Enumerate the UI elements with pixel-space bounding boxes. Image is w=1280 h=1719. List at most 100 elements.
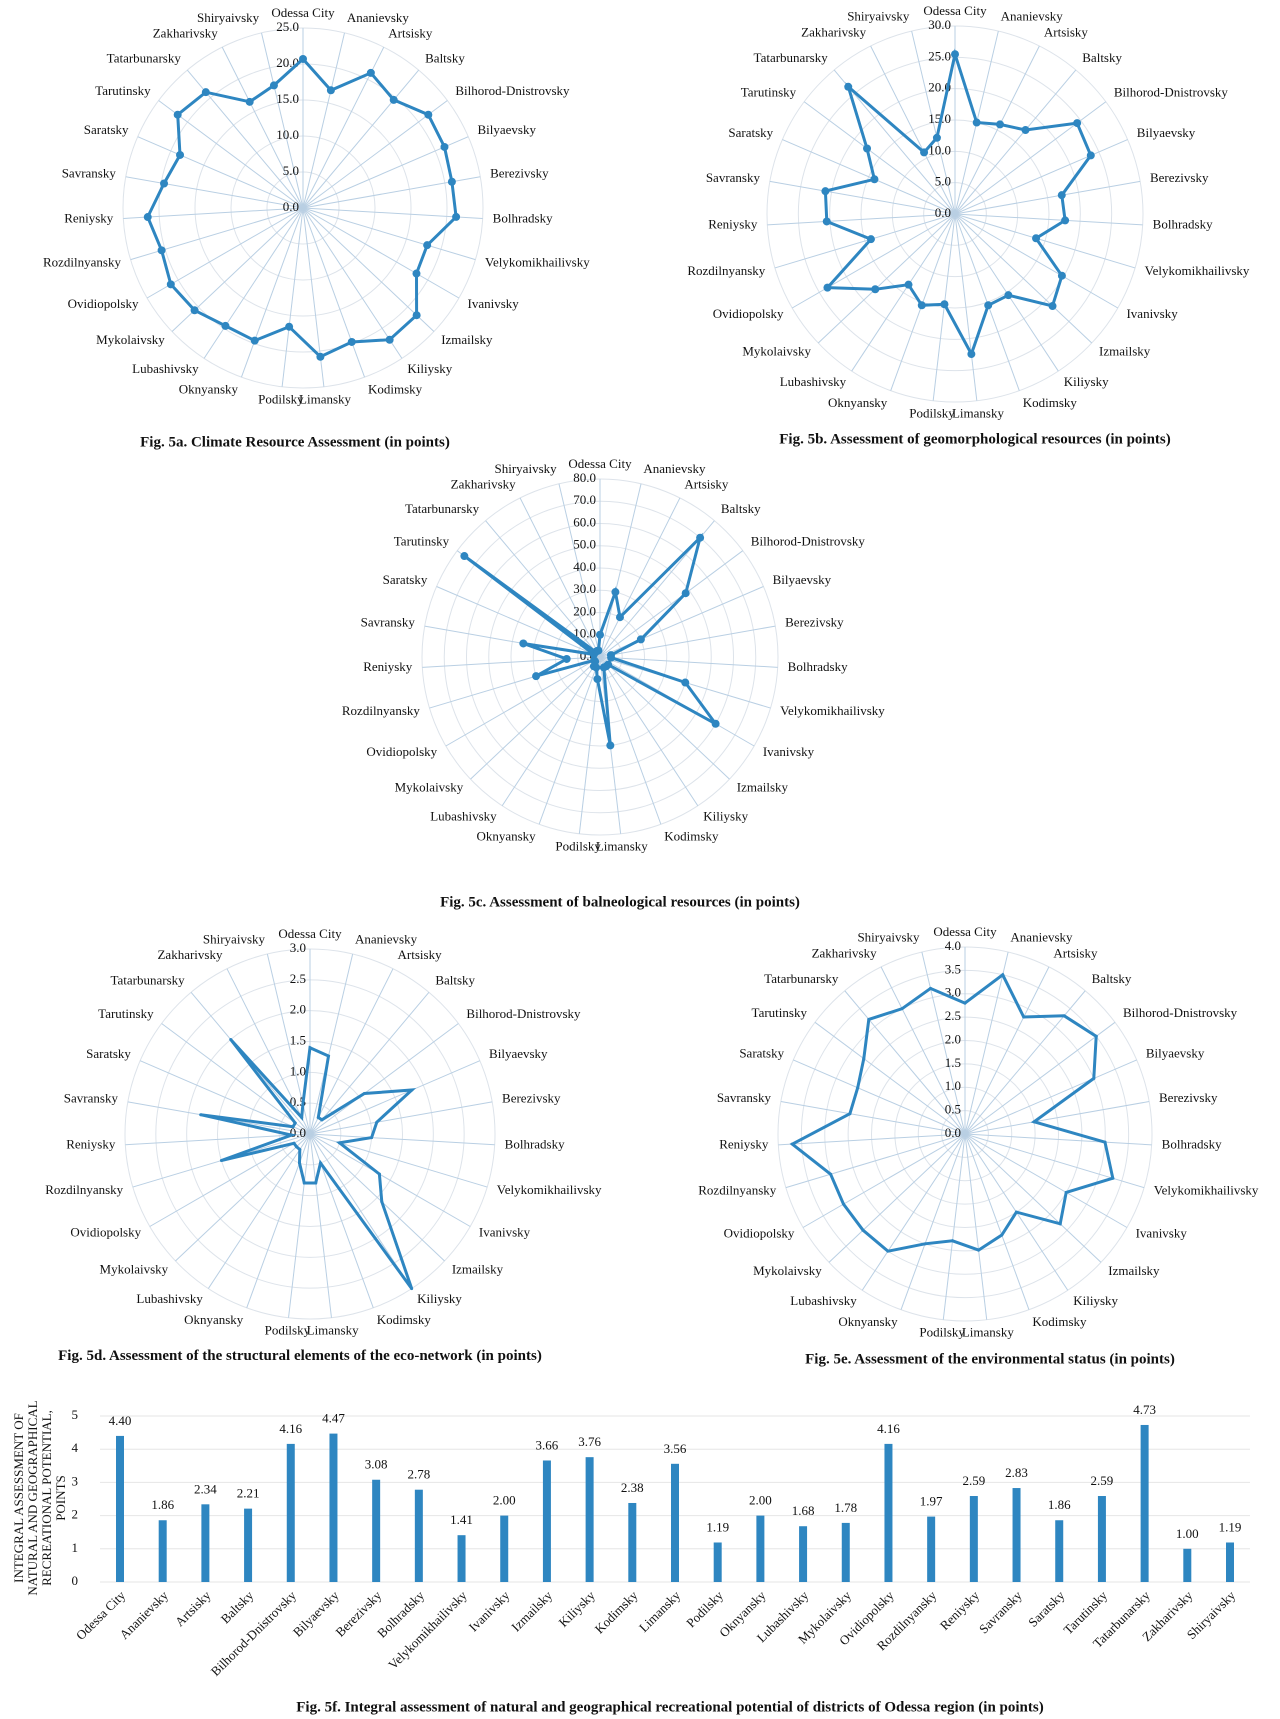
radar-point [856,1086,860,1090]
spoke [954,45,1040,215]
radar-line [823,48,1093,358]
spoke [964,1021,1116,1135]
radar-point [326,86,335,95]
radar-point [681,589,690,598]
spoke [803,101,956,215]
spoke [125,176,304,209]
radar-point [299,54,307,63]
radar-point [611,588,620,597]
category-label: Ivanivsky [763,744,815,759]
radar-point [338,1141,342,1145]
value-label: 2.34 [194,1481,217,1496]
spoke [158,100,304,209]
radar-point [1004,291,1013,300]
x-tick-label: Velykomikhailivsky [385,1587,470,1672]
spoke [161,1023,311,1135]
radar-point [848,1112,852,1116]
bar [884,1443,893,1582]
bar [799,1526,808,1582]
x-tick-label: Ivanivsky [466,1587,513,1634]
category-label: Izmailsky [1099,344,1151,359]
spoke [207,1133,311,1289]
r-tick-label: 3.0 [290,940,306,955]
spoke [964,951,1009,1135]
spoke [954,213,978,401]
radar-point [1092,1076,1096,1080]
spoke [203,207,304,359]
category-label: Kodimsky [1032,1314,1087,1329]
radar-point [844,82,853,91]
category-label: Oknyansky [838,1314,898,1329]
category-label: Rozdilnyansky [43,255,121,270]
spoke [302,207,366,378]
spoke [302,100,448,209]
category-label: Oknyansky [476,828,536,843]
radar-point [932,133,941,142]
spoke [221,46,304,209]
spoke [964,1133,1030,1310]
spoke [309,1101,493,1135]
spoke [302,207,460,299]
category-label: Shiryaivsky [197,10,260,25]
radar-point [870,175,879,184]
value-label: 2.59 [962,1473,985,1488]
spoke [954,213,1093,344]
radar-point [424,110,433,119]
category-label: Shiryaivsky [847,8,910,23]
category-label: Baltsky [425,50,465,65]
radar-point [370,1136,374,1140]
radar-point [229,1038,233,1042]
category-label: Oknyansky [179,381,239,396]
bar [244,1508,253,1582]
radar-point [532,672,541,681]
y-tick-label: 2 [72,1507,79,1522]
x-tick-label: Limansky [636,1587,684,1635]
spoke [436,586,601,658]
category-label: Savransky [706,170,761,185]
spoke [302,136,469,209]
spoke [964,1133,1128,1228]
radar-point [201,88,210,97]
radar-point [385,335,394,344]
bar [1226,1542,1234,1582]
bar [1183,1548,1192,1582]
spoke [954,101,1107,215]
category-label: Savransky [64,1090,119,1105]
category-label: Berezivsky [502,1090,561,1105]
radar-point [143,213,152,222]
r-tick-label: 0.0 [283,199,299,214]
spoke [782,139,956,215]
spoke [769,180,956,215]
category-label: Bolhradsky [493,210,553,225]
spoke [833,69,956,215]
radar-point [904,280,913,289]
radar-point [951,50,959,59]
category-label: Bolhradsky [788,659,848,674]
chart-caption: Fig. 5e. Assessment of the environmental… [805,1351,1175,1367]
category-label: Mykolaivsky [753,1263,822,1278]
spoke [851,213,956,372]
radar-point [302,1181,306,1185]
radar-point [823,283,832,292]
radar-point [285,322,294,331]
spoke [599,497,681,658]
bar [1097,1496,1106,1582]
radar-point [316,1115,320,1119]
radar-point [1062,1014,1066,1018]
r-tick-label: 10.0 [928,142,951,157]
radar-point [269,81,278,90]
category-label: Limansky [962,1325,1014,1340]
radar-point [599,663,608,672]
radar-point [298,1147,302,1151]
category-label: Lubashivsky [136,1291,203,1306]
radar-point [923,1242,927,1246]
category-label: Tatarbunarsky [405,501,480,516]
value-label: 3.66 [536,1437,559,1452]
value-label: 3.56 [664,1441,687,1456]
radar-point [562,654,571,663]
radar-point [1061,216,1070,225]
value-label: 1.68 [792,1503,815,1518]
radar-point [440,142,449,151]
category-label: Ovidiopolsky [713,306,784,321]
radar-point [452,212,461,221]
